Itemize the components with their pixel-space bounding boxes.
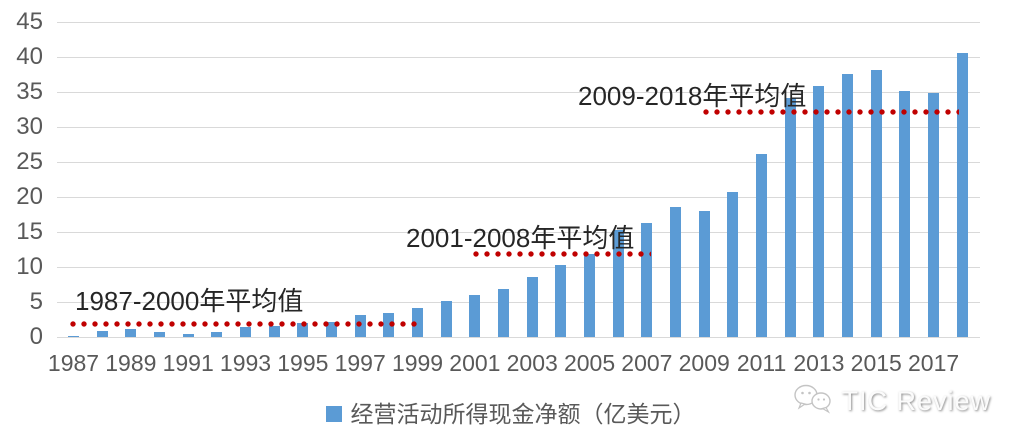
y-tick-label: 10 — [16, 253, 43, 280]
average-line-label: 2009-2018年平均值 — [578, 81, 807, 111]
x-tick-label: 1997 — [334, 350, 386, 376]
gridline — [57, 162, 980, 163]
x-tick-label: 2007 — [621, 350, 673, 376]
bar-1987 — [68, 336, 79, 337]
y-tick-label: 40 — [16, 43, 43, 70]
gridline — [57, 197, 980, 198]
bar-1996 — [326, 322, 337, 337]
bar-2014 — [842, 74, 853, 337]
bar-1994 — [269, 326, 280, 337]
average-dotted-line-2001-2008 — [473, 251, 651, 258]
bar-2006 — [613, 230, 624, 337]
bar-2010 — [727, 192, 738, 337]
bar-2000 — [441, 301, 452, 337]
y-tick-label: 35 — [16, 78, 43, 105]
y-tick-label: 45 — [16, 8, 43, 35]
bar-2018 — [957, 53, 968, 337]
x-tick-label: 2011 — [736, 350, 787, 376]
gridline — [57, 57, 980, 58]
bar-1988 — [97, 331, 108, 337]
average-dotted-line-2009-2018 — [703, 109, 959, 116]
x-tick-label: 2009 — [678, 350, 730, 376]
average-dotted-line-1987-2000 — [70, 320, 420, 327]
gridline — [57, 127, 980, 128]
average-line-label: 2001-2008年平均值 — [406, 223, 635, 253]
watermark: TIC Review — [793, 384, 991, 419]
x-tick-label: 1989 — [105, 350, 157, 376]
bar-2017 — [928, 93, 939, 337]
gridline — [57, 267, 980, 268]
gridline — [57, 92, 980, 93]
bar-2004 — [555, 265, 566, 337]
bar-2007 — [641, 223, 652, 337]
bar-2001 — [469, 295, 480, 337]
x-tick-label: 1991 — [162, 350, 214, 376]
bar-2003 — [527, 277, 538, 337]
bar-2005 — [584, 254, 595, 337]
x-tick-label: 2005 — [563, 350, 616, 376]
legend-swatch — [325, 406, 342, 422]
y-tick-label: 15 — [16, 218, 43, 245]
bar-1989 — [125, 329, 136, 337]
x-tick-label: 2001 — [449, 350, 501, 376]
y-tick-label: 20 — [16, 183, 43, 210]
x-tick-label: 2015 — [850, 350, 902, 376]
watermark-text: TIC Review — [841, 386, 991, 416]
x-tick-label: 2013 — [793, 350, 845, 376]
bar-2012 — [785, 98, 796, 337]
bar-1991 — [183, 334, 194, 337]
bar-2008 — [670, 207, 681, 337]
bar-1993 — [240, 327, 251, 337]
x-tick-label: 2003 — [506, 350, 558, 376]
bar-1995 — [297, 323, 308, 337]
bar-1992 — [211, 332, 222, 337]
x-tick-label: 1993 — [219, 350, 272, 376]
legend-label: 经营活动所得现金净额（亿美元） — [350, 401, 696, 427]
x-tick-label: 1995 — [277, 350, 329, 376]
x-tick-label: 1987 — [47, 350, 100, 376]
gridline — [57, 22, 980, 23]
bar-2015 — [871, 70, 882, 337]
gridline — [57, 337, 980, 338]
y-tick-label: 30 — [16, 113, 43, 140]
gridline — [57, 232, 980, 233]
bar-2011 — [756, 154, 767, 337]
bar-2013 — [813, 86, 824, 337]
gridline — [57, 302, 980, 303]
average-line-label: 1987-2000年平均值 — [75, 286, 304, 316]
y-tick-label: 5 — [29, 288, 43, 315]
y-tick-label: 25 — [16, 148, 43, 175]
legend: 经营活动所得现金净额（亿美元） — [0, 401, 1021, 427]
bar-2016 — [899, 91, 910, 337]
bar-1990 — [154, 332, 165, 337]
bar-2002 — [498, 289, 509, 337]
wechat-icon — [793, 384, 833, 419]
bar-2009 — [699, 211, 710, 337]
y-tick-label: 0 — [29, 323, 43, 350]
x-tick-label: 1999 — [391, 350, 444, 376]
x-tick-label: 2017 — [908, 350, 960, 376]
